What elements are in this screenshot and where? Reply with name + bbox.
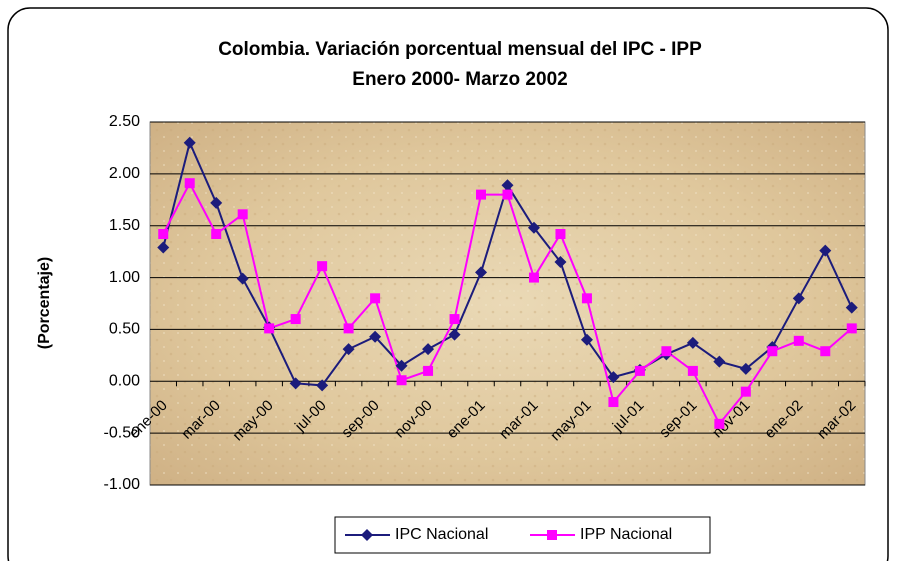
point-marker	[846, 323, 857, 334]
point-marker	[686, 336, 699, 349]
y-tick-label: 2.50	[109, 113, 140, 130]
point-marker	[792, 292, 805, 305]
point-marker	[183, 136, 196, 149]
point-marker	[581, 293, 592, 304]
point-marker	[740, 386, 751, 397]
point-marker	[547, 530, 557, 540]
legend	[334, 516, 711, 554]
point-marker	[767, 346, 778, 357]
point-marker	[290, 314, 301, 325]
point-marker	[739, 362, 752, 375]
point-marker	[475, 266, 488, 279]
y-tick-label: -0.50	[104, 424, 141, 441]
point-marker	[555, 229, 566, 240]
point-marker	[607, 371, 620, 384]
point-marker	[396, 375, 407, 386]
point-marker	[527, 221, 540, 234]
point-marker	[448, 328, 461, 341]
point-marker	[845, 301, 858, 314]
point-marker	[289, 377, 302, 390]
point-marker	[422, 343, 435, 356]
point-marker	[157, 241, 170, 254]
point-marker	[793, 335, 804, 346]
point-marker	[343, 323, 354, 334]
point-marker	[317, 261, 328, 272]
y-tick-label: 2.00	[109, 165, 140, 182]
chart-subtitle: Enero 2000- Marzo 2002	[352, 69, 567, 90]
y-tick-label: -1.00	[104, 476, 141, 493]
point-marker	[661, 346, 672, 357]
point-marker	[820, 346, 831, 357]
point-marker	[554, 256, 567, 269]
y-axis-label: (Porcentaje)	[36, 257, 53, 349]
y-tick-label: 0.00	[109, 373, 140, 390]
point-marker	[210, 196, 223, 209]
point-marker	[211, 229, 222, 240]
point-marker	[687, 365, 698, 376]
point-marker	[361, 529, 373, 541]
point-marker	[476, 189, 487, 200]
point-marker	[634, 365, 645, 376]
point-marker	[264, 323, 275, 334]
point-marker	[342, 343, 355, 356]
point-marker	[423, 365, 434, 376]
y-tick-label: 1.50	[109, 217, 140, 234]
point-marker	[237, 209, 248, 220]
point-marker	[580, 333, 593, 346]
point-marker	[369, 330, 382, 343]
point-marker	[395, 359, 408, 372]
point-marker	[236, 272, 249, 285]
point-marker	[316, 379, 329, 392]
point-marker	[449, 314, 460, 325]
y-tick-label: 1.00	[109, 269, 140, 286]
y-tick-label: 0.50	[109, 321, 140, 338]
point-marker	[370, 293, 381, 304]
point-marker	[528, 272, 539, 283]
point-marker	[502, 189, 513, 200]
point-marker	[608, 397, 619, 408]
chart-title: Colombia. Variación porcentual mensual d…	[218, 39, 702, 60]
point-marker	[713, 355, 726, 368]
point-marker	[501, 179, 514, 192]
point-marker	[158, 229, 169, 240]
point-marker	[819, 244, 832, 257]
point-marker	[184, 178, 195, 189]
legend-label: IPP Nacional	[580, 526, 672, 543]
legend-label: IPC Nacional	[395, 526, 488, 543]
point-marker	[714, 418, 725, 429]
